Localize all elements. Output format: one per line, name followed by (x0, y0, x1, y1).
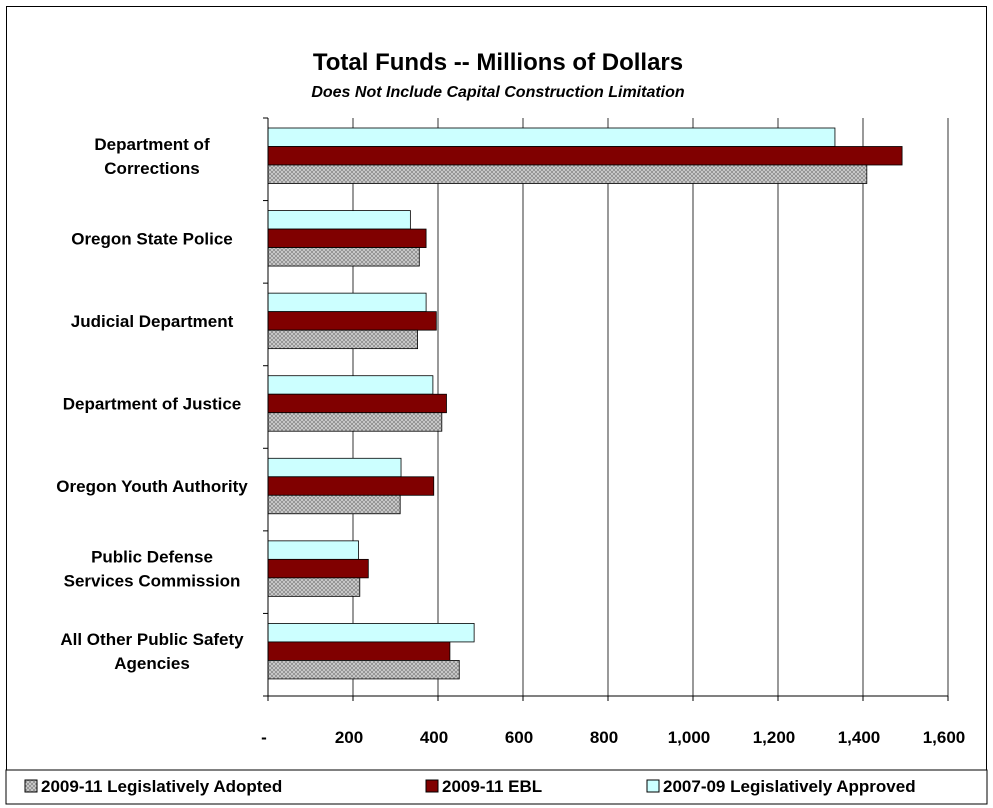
bar-ebl-1 (267, 228, 427, 248)
legend-box (5, 769, 988, 805)
category-label-line: Judicial Department (71, 312, 234, 331)
bar-approved-4 (267, 457, 402, 478)
category-label-0: Department of Corrections (94, 135, 210, 178)
chart-title: Total Funds -- Millions of Dollars (313, 49, 683, 76)
bar-adopted-1 (267, 247, 420, 267)
category-label-line: All Other Public Safety (60, 630, 244, 649)
bar-approved-5 (267, 540, 359, 560)
legend-label-2: 2007-09 Legislatively Approved (663, 777, 916, 796)
bar-adopted-5 (267, 577, 361, 597)
bars (267, 127, 903, 680)
bar-ebl-2 (267, 311, 437, 331)
category-label-line: Agencies (114, 654, 190, 673)
x-tick-label-1: 200 (335, 728, 363, 747)
bar-approved-0 (267, 127, 836, 147)
category-labels: Department of Corrections Oregon State Pol… (56, 135, 248, 673)
category-label-1: Oregon State Police (71, 229, 233, 248)
bar-adopted-2 (267, 329, 419, 350)
bar-adopted-4 (267, 494, 401, 515)
legend-swatch-2 (646, 779, 660, 793)
bar-ebl-3 (267, 393, 447, 414)
x-tick-labels: - 200 400 600 800 1,000 1,200 1,400 1,600 (261, 728, 965, 747)
bar-ebl-0 (267, 146, 903, 166)
bar-adopted-6 (267, 660, 460, 680)
x-tick-label-8: 1,600 (923, 728, 966, 747)
legend-label-0: 2009-11 Legislatively Adopted (41, 777, 282, 796)
legend-swatch-0 (24, 779, 38, 793)
bar-adopted-3 (267, 412, 443, 432)
x-tick-label-4: 800 (590, 728, 618, 747)
category-label-line: Oregon Youth Authority (56, 477, 248, 496)
x-tick-label-3: 600 (505, 728, 533, 747)
bar-approved-1 (267, 210, 411, 230)
bar-approved-3 (267, 375, 434, 395)
category-label-line: Services Commission (64, 572, 241, 591)
category-label-4: Oregon Youth Authority (56, 477, 248, 496)
bar-ebl-6 (267, 641, 451, 661)
category-label-line: Department of Justice (63, 394, 242, 413)
category-label-6: All Other Public Safety Agencies (60, 630, 244, 673)
category-label-3: Department of Justice (63, 394, 242, 413)
bar-approved-2 (267, 292, 427, 313)
x-tick-label-6: 1,200 (753, 728, 796, 747)
category-label-2: Judicial Department (71, 312, 234, 331)
legend: 2009-11 Legislatively Adopted 2009-11 EBL… (5, 769, 988, 805)
chart-subtitle: Does Not Include Capital Construction Li… (311, 84, 685, 101)
axes (263, 117, 949, 701)
category-label-5: Public Defense Services Commission (64, 548, 241, 591)
category-label-line: Department of (94, 135, 210, 154)
category-label-line: Oregon State Police (71, 229, 233, 248)
legend-swatch-1 (425, 779, 439, 793)
category-label-line: Public Defense (91, 548, 213, 567)
bar-ebl-5 (267, 558, 369, 579)
bar-ebl-4 (267, 476, 435, 496)
x-tick-label-7: 1,400 (838, 728, 881, 747)
x-tick-label-5: 1,000 (668, 728, 711, 747)
x-tick-label-2: 400 (420, 728, 448, 747)
bar-adopted-0 (267, 164, 868, 184)
bar-approved-6 (267, 623, 475, 643)
legend-label-1: 2009-11 EBL (442, 777, 542, 796)
category-label-line: Corrections (104, 159, 199, 178)
x-tick-label-0: - (261, 728, 267, 747)
